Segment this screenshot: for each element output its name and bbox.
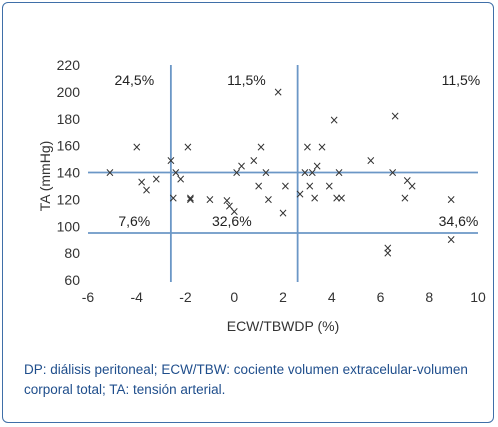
data-point: × — [402, 174, 412, 188]
x-tick-label: 4 — [328, 289, 336, 305]
data-point: × — [183, 140, 193, 154]
data-point: × — [224, 199, 234, 213]
y-tick-label: 140 — [57, 165, 81, 181]
x-tick-label: 0 — [230, 289, 238, 305]
data-point: × — [407, 179, 417, 193]
quadrant-percentage-label: 34,6% — [439, 213, 479, 229]
data-point: × — [332, 191, 342, 205]
data-point: × — [310, 191, 320, 205]
data-point: × — [205, 192, 215, 206]
data-point: × — [185, 191, 195, 205]
data-point: × — [383, 246, 393, 260]
data-point: × — [254, 179, 264, 193]
data-point: × — [137, 175, 147, 189]
x-tick-label: 10 — [470, 289, 486, 305]
y-tick-label: 100 — [57, 218, 81, 234]
x-tick-label: 2 — [279, 289, 287, 305]
data-point: × — [280, 179, 290, 193]
data-point: × — [324, 179, 334, 193]
data-point: × — [168, 191, 178, 205]
data-point: × — [302, 140, 312, 154]
data-point: × — [166, 153, 176, 167]
data-point: × — [366, 153, 376, 167]
data-point: × — [237, 159, 247, 173]
y-tick-label: 200 — [57, 84, 81, 100]
data-point: × — [336, 191, 346, 205]
data-point: × — [400, 191, 410, 205]
y-tick-label: 80 — [64, 245, 80, 261]
quadrant-percentage-label: 32,6% — [212, 213, 252, 229]
data-point: × — [329, 113, 339, 127]
data-point: × — [232, 166, 242, 180]
figure-caption: DP: diálisis peritoneal; ECW/TBW: cocien… — [24, 362, 468, 397]
y-tick-label: 180 — [57, 111, 81, 127]
y-tick-label: 120 — [57, 191, 81, 207]
data-point: × — [176, 172, 186, 186]
data-point: × — [278, 206, 288, 220]
data-point: × — [446, 192, 456, 206]
data-point: × — [261, 166, 271, 180]
data-point: × — [263, 192, 273, 206]
data-point: × — [249, 153, 259, 167]
data-point: × — [383, 241, 393, 255]
quadrant-percentage-label: 7,6% — [118, 213, 150, 229]
y-tick-label: 160 — [57, 138, 81, 154]
x-axis-title: ECW/TBWDP (%) — [227, 318, 340, 334]
data-point: × — [132, 140, 142, 154]
quadrant-percentage-label: 11,5% — [442, 72, 481, 88]
quadrant-percentage-label: 11,5% — [227, 72, 266, 88]
y-axis-title: TA (mmHg) — [37, 141, 53, 212]
data-point: × — [295, 187, 305, 201]
quadrant-percentage-label: 24,5% — [114, 72, 154, 88]
data-point: × — [171, 166, 181, 180]
data-point: × — [185, 192, 195, 206]
data-point: × — [229, 204, 239, 218]
y-tick-label: 220 — [57, 57, 81, 73]
data-point: × — [317, 140, 327, 154]
data-point: × — [312, 159, 322, 173]
data-point: × — [141, 183, 151, 197]
data-point: × — [300, 166, 310, 180]
data-point: × — [105, 166, 115, 180]
x-tick-label: 6 — [377, 289, 385, 305]
x-tick-label: -2 — [179, 289, 192, 305]
data-point: × — [151, 172, 161, 186]
data-point: × — [390, 109, 400, 123]
data-point: × — [446, 233, 456, 247]
data-point: × — [222, 194, 232, 208]
x-tick-label: -6 — [82, 289, 95, 305]
y-tick-label: 60 — [64, 272, 80, 288]
data-point: × — [305, 179, 315, 193]
x-tick-label: -4 — [131, 289, 144, 305]
data-point: × — [256, 140, 266, 154]
data-point: × — [273, 85, 283, 99]
figure-frame — [2, 2, 494, 423]
x-tick-label: 8 — [425, 289, 433, 305]
data-point: × — [334, 166, 344, 180]
data-point: × — [307, 166, 317, 180]
data-point: × — [388, 166, 398, 180]
